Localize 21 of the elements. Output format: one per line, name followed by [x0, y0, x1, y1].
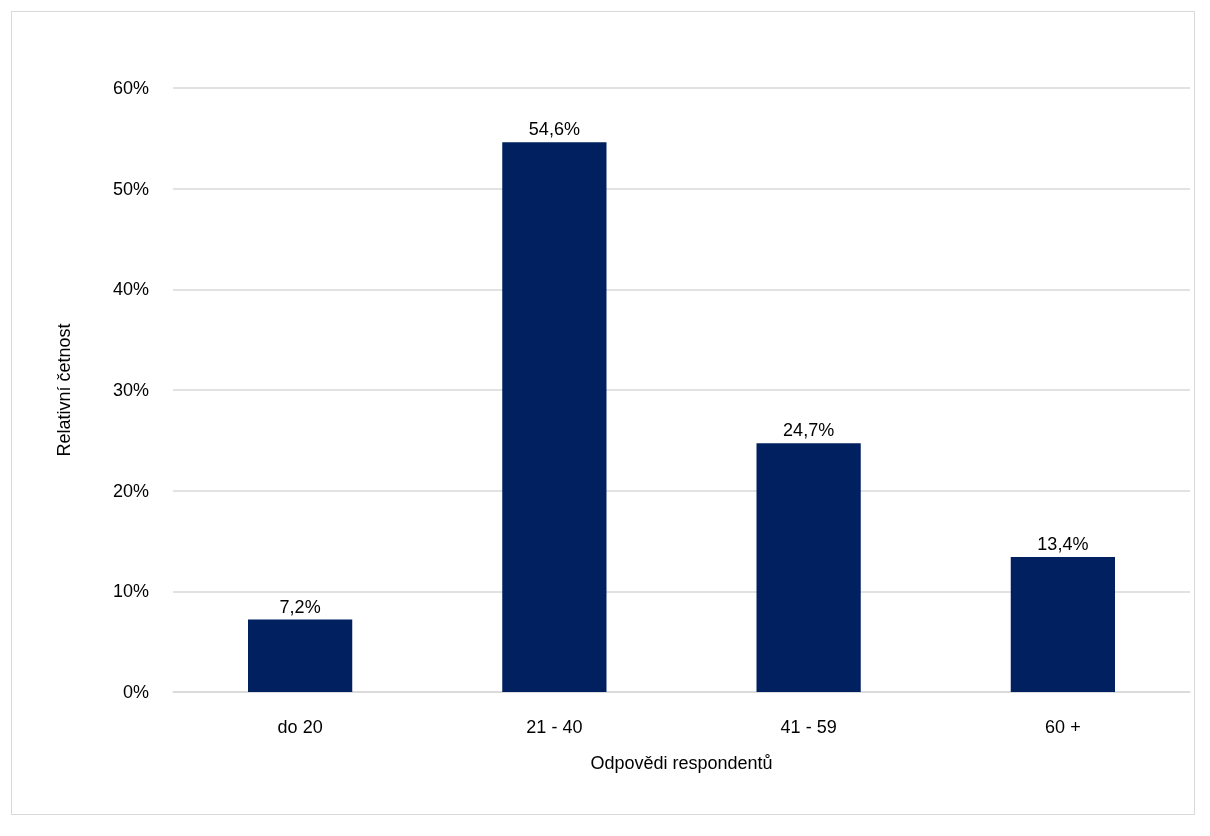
y-axis-title: Relativní četnost — [54, 323, 74, 457]
x-tick-label: do 20 — [277, 717, 323, 737]
data-label: 24,7% — [783, 420, 835, 441]
x-tick-label: 21 - 40 — [526, 717, 583, 737]
data-label: 54,6% — [528, 119, 580, 140]
bar — [756, 443, 861, 692]
bar — [1010, 557, 1115, 692]
y-tick-label: 20% — [112, 480, 149, 501]
bar — [248, 619, 353, 692]
x-axis-title: Odpovědi respondentů — [590, 753, 773, 773]
y-tick-label: 30% — [112, 380, 149, 400]
data-label: 13,4% — [1037, 534, 1089, 555]
x-tick-label: 60 + — [1045, 717, 1081, 737]
y-tick-label: 60% — [112, 78, 149, 98]
x-tick-label: 41 - 59 — [780, 717, 837, 737]
y-tick-label: 40% — [112, 279, 149, 300]
y-tick-label: 10% — [112, 581, 149, 602]
y-tick-label: 0% — [122, 682, 149, 702]
y-tick-label: 50% — [112, 178, 149, 199]
bar — [502, 142, 607, 692]
data-label: 7,2% — [279, 596, 321, 617]
